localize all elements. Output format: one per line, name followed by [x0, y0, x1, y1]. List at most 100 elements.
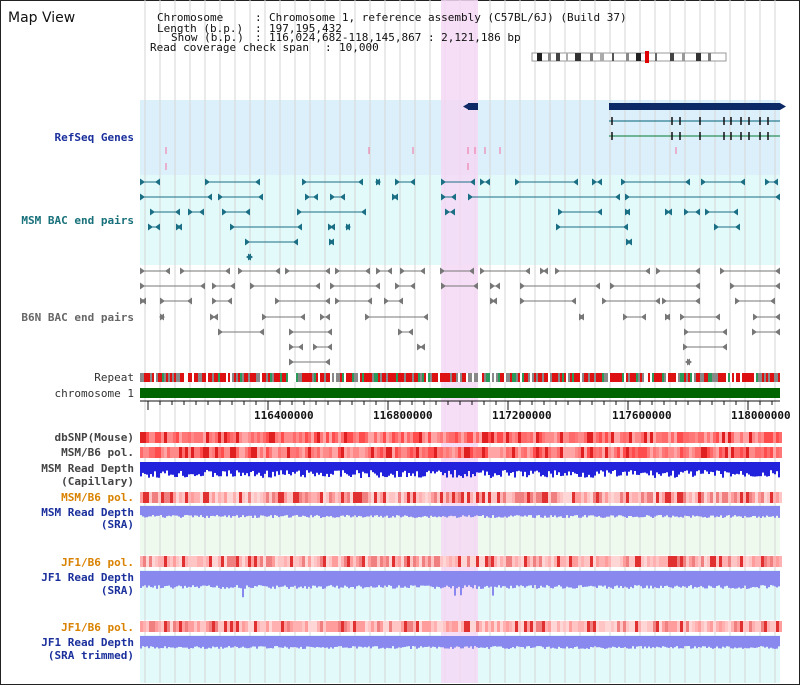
repeat-segment: [336, 373, 338, 382]
msm-sra-depth-bar: [208, 506, 210, 518]
track-label-repeat[interactable]: Repeat: [94, 371, 134, 384]
jf1-b6-pol-cell: [479, 556, 482, 567]
jf1-b6-pol-cell: [722, 556, 725, 567]
jf1-sra-depth-bar: [750, 571, 752, 588]
jf1-sra-depth-bar: [450, 571, 452, 589]
jf1-b6-pol-cell: [710, 556, 713, 567]
b6n-bac-pair-end: [602, 297, 607, 305]
msm-capillary-depth-bar: [558, 462, 560, 473]
jf1-b6-pol-cell: [686, 621, 689, 632]
msm-sra-depth-bar: [698, 506, 700, 517]
repeat-segment: [146, 373, 148, 382]
jf1-b6-pol-cell: [518, 556, 521, 567]
msm-b6-pol-cell: [188, 447, 191, 458]
jf1-b6-pol-cell: [299, 621, 302, 632]
msm-b6-pol-cell: [629, 447, 632, 458]
msm-b6-pol-cell: [341, 447, 344, 458]
msm-capillary-depth-bar: [496, 462, 498, 476]
msm-sra-depth-bar: [160, 506, 162, 516]
b6n-bac-pair-end: [492, 297, 497, 305]
track-label-msm-depth-capillary[interactable]: MSM Read Depth: [41, 462, 134, 475]
jf1-b6-pol-cell: [230, 556, 233, 567]
jf1-trim-depth-bar: [420, 636, 422, 647]
jf1-trim-depth-bar: [764, 636, 766, 648]
jf1-sra-depth-bar: [256, 571, 258, 587]
track-label-jf1-depth-sra[interactable]: JF1 Read Depth: [41, 571, 134, 584]
msm-sra-depth-bar: [734, 506, 736, 516]
repeat-segment: [352, 373, 354, 382]
jf1-trim-depth-bar: [556, 636, 558, 649]
dbsnp-cell: [167, 432, 170, 443]
dbsnp-cell: [647, 432, 650, 443]
jf1-trim-depth-bar: [436, 636, 438, 649]
msm-capillary-depth-bar: [286, 462, 288, 471]
track-label-jf1-depth-trimmed-sub: (SRA trimmed): [47, 649, 134, 662]
msm-sra-depth-bar: [742, 506, 744, 518]
msm-b6-pol-cell: [626, 447, 629, 458]
repeat-segment: [490, 373, 492, 382]
dbsnp-cell: [722, 432, 725, 443]
b6n-bac-pair-end: [259, 328, 264, 336]
jf1-trim-depth-bar: [216, 636, 218, 647]
msm-capillary-depth-bar: [264, 462, 266, 474]
show-info-sep: :: [255, 31, 262, 44]
track-label-refseq[interactable]: RefSeq Genes: [54, 131, 134, 144]
coverage-info-sep: :: [325, 41, 332, 54]
msm-capillary-depth-bar: [420, 462, 422, 478]
msm-capillary-depth-bar: [722, 462, 724, 478]
track-label-dbsnp[interactable]: dbSNP(Mouse): [54, 431, 134, 444]
track-label-b6n-bac[interactable]: B6N BAC end pairs: [21, 311, 134, 324]
track-label-msm-b6-pol-1[interactable]: MSM/B6 pol.: [61, 446, 134, 459]
msm-sra-depth-bar: [300, 506, 302, 517]
dbsnp-cell: [431, 432, 434, 443]
jf1-b6-pol-cell: [740, 621, 743, 632]
repeat-segment: [736, 373, 738, 382]
jf1-trim-depth-bar: [742, 636, 744, 649]
msm-sra-depth-bar: [402, 506, 404, 517]
jf1-sra-depth-bar: [242, 571, 244, 598]
msm-sra-depth-bar: [736, 506, 738, 517]
msm-sra-depth-bar: [462, 506, 464, 516]
track-label-jf1-depth-trimmed[interactable]: JF1 Read Depth: [41, 636, 134, 649]
jf1-b6-pol-cell: [506, 556, 509, 567]
msm-b6-pol-cell: [755, 492, 758, 503]
msm-b6-pol-cell: [740, 492, 743, 503]
jf1-trim-depth-bar: [578, 636, 580, 649]
track-label-jf1-b6-pol-2[interactable]: JF1/B6 pol.: [61, 621, 134, 634]
repeat-segment: [556, 373, 558, 382]
msm-capillary-depth-bar: [448, 462, 450, 471]
msm-b6-pol-cell: [236, 492, 239, 503]
msm-b6-pol-cell: [215, 447, 218, 458]
msm-sra-depth-bar: [514, 506, 516, 516]
repeat-segment: [172, 373, 174, 382]
msm-bac-pair-end: [293, 238, 298, 246]
msm-capillary-depth-bar: [480, 462, 482, 473]
msm-b6-pol-cell: [623, 492, 626, 503]
msm-b6-pol-cell: [170, 447, 173, 458]
jf1-sra-depth-bar: [302, 571, 304, 589]
msm-sra-depth-bar: [674, 506, 676, 517]
msm-capillary-depth-bar: [324, 462, 326, 477]
track-label-jf1-b6-pol-1[interactable]: JF1/B6 pol.: [61, 556, 134, 569]
jf1-b6-pol-cell: [776, 556, 779, 567]
jf1-trim-depth-bar: [658, 636, 660, 648]
msm-b6-pol-cell: [383, 447, 386, 458]
msm-b6-pol-cell: [683, 492, 686, 503]
track-label-msm-bac[interactable]: MSM BAC end pairs: [21, 214, 134, 227]
msm-b6-pol-cell: [497, 447, 500, 458]
jf1-b6-pol-cell: [503, 621, 506, 632]
jf1-sra-depth-bar: [650, 571, 652, 586]
msm-b6-pol-cell: [731, 492, 734, 503]
msm-capillary-depth-bar: [454, 462, 456, 471]
jf1-trim-depth-bar: [674, 636, 676, 648]
track-label-jf1-depth-sra-sub: (SRA): [100, 584, 134, 597]
track-label-chromosome[interactable]: chromosome 1: [54, 387, 134, 400]
repeat-segment: [418, 373, 420, 382]
repeat-segment: [772, 373, 774, 382]
track-label-msm-depth-sra[interactable]: MSM Read Depth: [41, 506, 134, 519]
msm-sra-depth-bar: [510, 506, 512, 516]
msm-capillary-depth-bar: [684, 462, 686, 472]
track-label-msm-b6-pol-2[interactable]: MSM/B6 pol.: [61, 491, 134, 504]
jf1-b6-pol-cell: [419, 621, 422, 632]
